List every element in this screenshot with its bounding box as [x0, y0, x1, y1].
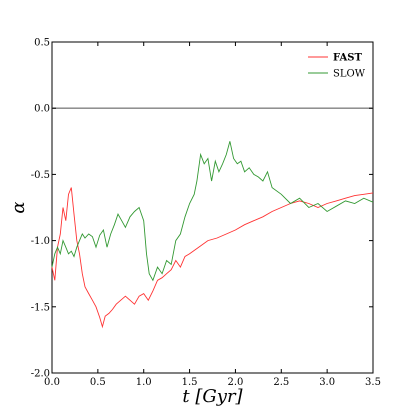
series-line-fast: [51, 187, 374, 329]
x-tick-label: 2.5: [273, 377, 289, 388]
ticks-layer: [51, 41, 374, 374]
y-tick-label: -2.0: [31, 369, 50, 380]
series-layer: [51, 141, 374, 329]
y-tick-label: 0.5: [34, 38, 50, 49]
x-tick-label: 1.0: [136, 377, 152, 388]
legend-label-fast: FAST: [333, 53, 362, 64]
x-tick-label: 3.0: [319, 377, 335, 388]
y-tick-label: -1.5: [31, 302, 50, 313]
x-tick-label: 3.5: [365, 377, 381, 388]
series-line-slow: [51, 141, 374, 282]
y-tick-label: -0.5: [31, 170, 50, 181]
x-tick-label: 1.5: [182, 377, 198, 388]
x-tick-label: 2.0: [227, 377, 243, 388]
x-tick-label: 0.0: [44, 377, 60, 388]
plot-area: [51, 41, 374, 374]
legend: FAST SLOW: [308, 53, 366, 80]
legend-label-slow: SLOW: [333, 69, 366, 80]
y-tick-label: 0.0: [34, 104, 50, 115]
y-tick-label: -1.0: [31, 236, 50, 247]
tick-labels-layer: 0.0 0.5 1.0 1.5 2.0 2.5 3.0 3.5 -2.0 -1.5 -1.0 -0.5…: [31, 38, 381, 389]
y-axis-label: α: [8, 201, 29, 213]
x-axis-label: t [Gyr]: [182, 386, 243, 407]
x-tick-label: 0.5: [90, 377, 106, 388]
